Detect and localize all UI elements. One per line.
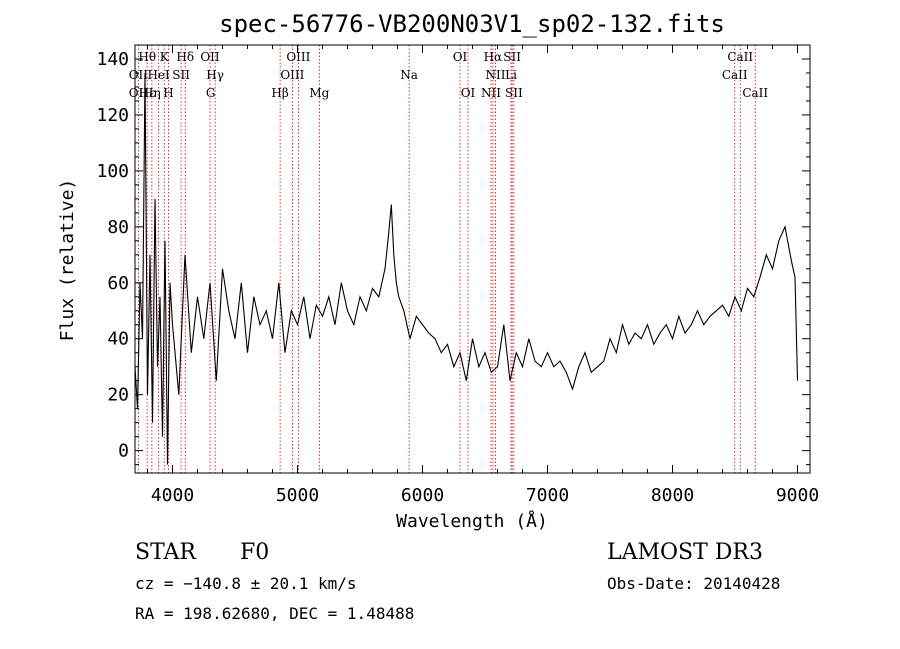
y-axis-title: Flux (relative) — [57, 179, 78, 342]
y-tick-label: 80 — [107, 217, 129, 238]
x-tick-label: 8000 — [651, 485, 694, 506]
y-tick-label: 120 — [96, 105, 129, 126]
spectrum-series — [134, 72, 799, 465]
line-label: HeI — [147, 68, 170, 82]
object-class: STAR — [135, 540, 196, 565]
line-label: Li — [505, 68, 517, 82]
line-label: NII — [481, 86, 501, 100]
line-markers — [137, 45, 756, 473]
x-tick-label: 5000 — [276, 485, 319, 506]
x-tick-label: 6000 — [401, 485, 444, 506]
line-label: Hθ — [138, 50, 156, 64]
line-label: K — [160, 50, 170, 64]
chart-title: spec-56776-VB200N03V1_sp02-132.fits — [219, 10, 725, 38]
spectrum-line — [134, 72, 799, 465]
y-tick-label: 40 — [107, 329, 129, 350]
obs-date: Obs-Date: 20140428 — [607, 574, 781, 593]
y-tick-label: 20 — [107, 385, 129, 406]
y-tick-label: 0 — [118, 441, 129, 462]
line-label: Hδ — [176, 50, 194, 64]
x-tick-label: 7000 — [526, 485, 569, 506]
plot-frame — [134, 44, 811, 474]
axis-ticks: 4000 5000 6000 7000 8000 9000 0 20 40 60 80 100 120 1… — [96, 45, 819, 506]
line-label: H — [163, 86, 173, 100]
line-label: Hε — [139, 86, 156, 100]
line-label: Hβ — [271, 86, 288, 100]
line-label: OIII — [286, 50, 310, 64]
line-label: OII — [129, 86, 149, 100]
y-tick-label: 60 — [107, 273, 129, 294]
survey-name: LAMOST DR3 — [607, 540, 763, 565]
line-label: SII — [505, 86, 523, 100]
line-label: Hγ — [206, 68, 224, 82]
line-label: G — [206, 86, 216, 100]
x-axis-title: Wavelength (Å) — [396, 510, 548, 532]
y-tick-label: 100 — [96, 161, 129, 182]
line-label: SII — [172, 68, 190, 82]
line-label: CaII — [722, 68, 748, 82]
line-label: OI — [461, 86, 476, 100]
line-label: Hα — [484, 50, 503, 64]
y-tick-label: 140 — [96, 49, 129, 70]
line-label: OII — [129, 68, 149, 82]
redshift-info: cz = −140.8 ± 20.1 km/s — [135, 574, 357, 593]
line-label: CaII — [742, 86, 768, 100]
x-tick-label: 9000 — [776, 485, 819, 506]
line-label: OII — [200, 50, 220, 64]
line-label: SII — [503, 50, 521, 64]
spectral-subclass: F0 — [240, 540, 270, 565]
line-label: CaII — [727, 50, 753, 64]
line-label: NII — [486, 68, 506, 82]
line-label: Mg — [309, 86, 329, 100]
line-label: Na — [400, 68, 418, 82]
line-label: OIII — [280, 68, 304, 82]
line-label: OI — [453, 50, 468, 64]
line-label: Hη — [143, 86, 161, 100]
x-tick-label: 4000 — [151, 485, 194, 506]
coordinates: RA = 198.62680, DEC = 1.48488 — [135, 604, 415, 623]
